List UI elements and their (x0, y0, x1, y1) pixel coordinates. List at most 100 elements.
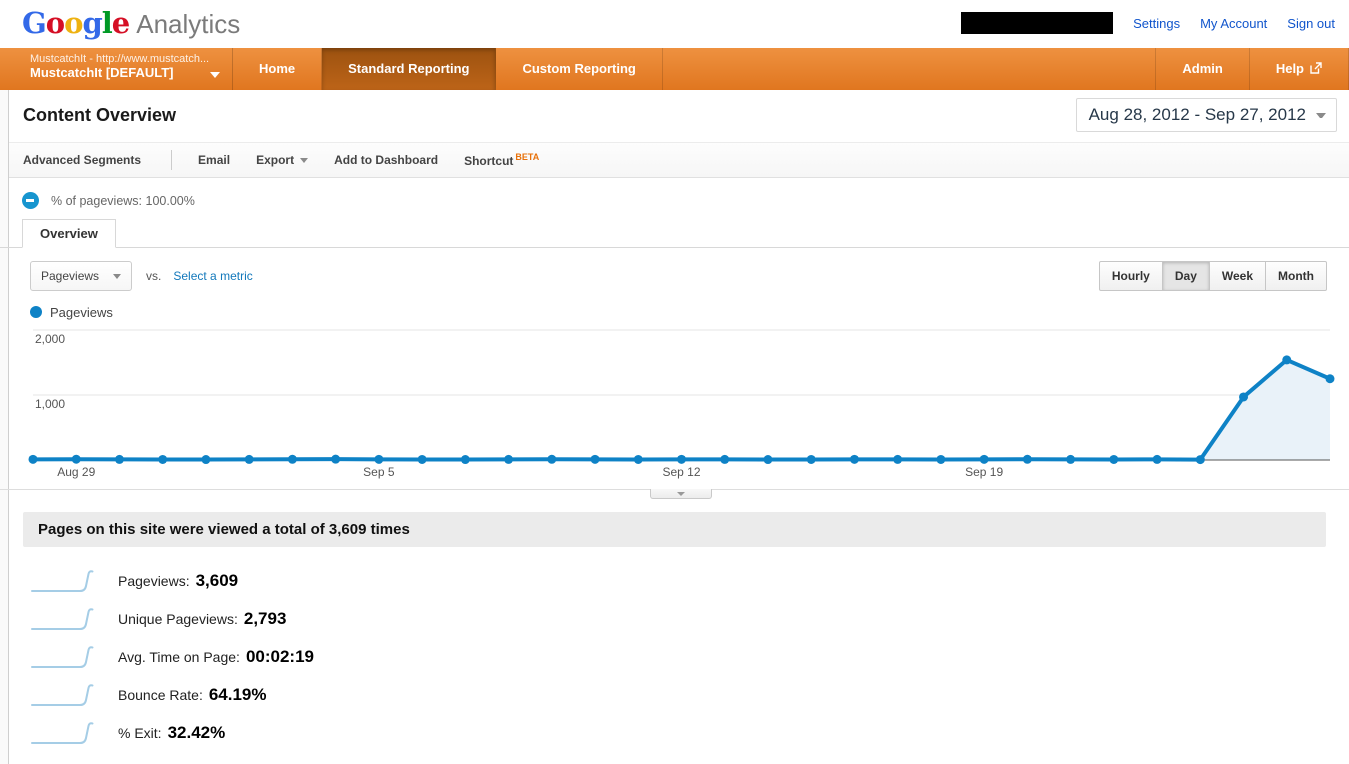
data-point[interactable] (1325, 374, 1335, 384)
shortcut-label: Shortcut (464, 154, 514, 168)
granularity-month-button[interactable]: Month (1265, 261, 1327, 291)
data-point[interactable] (1109, 454, 1119, 464)
metric-value: 3,609 (195, 571, 239, 590)
data-point[interactable] (374, 454, 384, 464)
data-point[interactable] (1022, 454, 1032, 464)
pageviews-chart[interactable]: 1,000 2,000 Aug 29 Sep 5 Sep 12 Sep 19 (0, 323, 1349, 489)
google-analytics-logo: Google Analytics (22, 6, 240, 40)
legend-dot-icon (30, 306, 42, 318)
granularity-week-button[interactable]: Week (1208, 261, 1267, 291)
google-logo-text: Google (22, 6, 130, 40)
metric-label: Pageviews: (118, 573, 190, 589)
y-axis-tick-label: 1,000 (35, 397, 65, 411)
date-range-selector[interactable]: Aug 28, 2012 - Sep 27, 2012 (1075, 98, 1337, 132)
tab-overview[interactable]: Overview (22, 219, 116, 248)
select-a-metric-link[interactable]: Select a metric (173, 269, 253, 283)
page-title: Content Overview (23, 105, 177, 125)
report-toolbar: Advanced Segments Email Export Add to Da… (0, 142, 1349, 178)
header-account-area: Settings My Account Sign out (961, 12, 1335, 34)
metric-value: 00:02:19 (245, 647, 314, 666)
export-button[interactable]: Export (256, 153, 309, 167)
data-point[interactable] (1282, 355, 1292, 365)
granularity-hourly-button[interactable]: Hourly (1098, 261, 1163, 291)
metric-label: % Exit: (118, 725, 162, 741)
metric-row-unique-pageviews: Unique Pageviews: 2,793 (30, 600, 1349, 638)
data-point[interactable] (893, 454, 903, 464)
data-point[interactable] (201, 455, 211, 465)
data-point[interactable] (1195, 455, 1205, 465)
advanced-segments-button[interactable]: Advanced Segments (23, 153, 142, 167)
logo-letter: G (22, 6, 47, 40)
data-point[interactable] (28, 454, 38, 464)
data-point[interactable] (460, 455, 470, 465)
data-point[interactable] (417, 454, 427, 464)
tab-help[interactable]: Help (1250, 48, 1349, 90)
data-point[interactable] (1066, 454, 1076, 464)
tab-admin[interactable]: Admin (1155, 48, 1250, 90)
segment-label: % of pageviews: 100.00% (51, 193, 195, 208)
logo-letter: o (64, 6, 83, 40)
y-axis-tick-label: 2,000 (35, 332, 65, 346)
shortcut-button[interactable]: Shortcut BETA (464, 152, 539, 168)
data-point[interactable] (849, 454, 859, 464)
external-link-icon (1310, 62, 1322, 74)
data-point[interactable] (547, 454, 557, 464)
chevron-down-icon (1316, 112, 1326, 118)
data-point[interactable] (936, 454, 946, 464)
metric-label: Bounce Rate: (118, 687, 203, 703)
metric-label: Avg. Time on Page: (118, 649, 240, 665)
metric-row-percent-exit: % Exit: 32.42% (30, 714, 1349, 752)
beta-badge: BETA (515, 152, 540, 162)
segment-pie-icon (22, 192, 39, 209)
data-point[interactable] (979, 454, 989, 464)
data-point[interactable] (720, 454, 730, 464)
data-point[interactable] (504, 454, 514, 464)
data-point[interactable] (114, 454, 124, 464)
chevron-down-icon (677, 491, 685, 496)
metric-label: Unique Pageviews: (118, 611, 238, 627)
pageviews-line (31, 357, 1332, 462)
logo-letter: o (45, 6, 65, 40)
data-point[interactable] (287, 454, 297, 464)
data-point[interactable] (633, 454, 643, 464)
help-label: Help (1275, 61, 1304, 76)
data-point[interactable] (1239, 392, 1249, 402)
data-point[interactable] (158, 454, 168, 464)
granularity-day-button[interactable]: Day (1161, 261, 1210, 291)
data-point[interactable] (331, 454, 341, 464)
annotations-expander[interactable] (650, 489, 712, 499)
account-selector[interactable]: MustcatchIt - http://www.mustcatch... Mu… (0, 48, 233, 90)
data-point[interactable] (244, 454, 254, 464)
date-range-text: Aug 28, 2012 - Sep 27, 2012 (1088, 105, 1306, 124)
settings-link[interactable]: Settings (1133, 15, 1181, 31)
sparkline-icon (31, 722, 94, 744)
metric-select-value: Pageviews (41, 269, 100, 283)
metric-select-dropdown[interactable]: Pageviews (30, 261, 133, 291)
logo-letter: g (82, 6, 102, 40)
vs-label: vs. (146, 269, 162, 283)
chevron-down-icon (300, 158, 309, 163)
x-axis-tick-label: Sep 19 (965, 465, 1003, 479)
sign-out-link[interactable]: Sign out (1287, 15, 1335, 31)
data-point[interactable] (590, 454, 600, 464)
data-point[interactable] (1152, 454, 1162, 464)
data-point[interactable] (71, 454, 81, 464)
collapsed-side-panel[interactable] (0, 90, 9, 764)
x-axis-tick-label: Sep 12 (662, 465, 700, 479)
tab-custom-reporting[interactable]: Custom Reporting (496, 48, 663, 90)
chart-footer-divider (0, 489, 1349, 500)
add-to-dashboard-button[interactable]: Add to Dashboard (334, 153, 439, 167)
granularity-button-group: Hourly Day Week Month (1098, 261, 1327, 291)
tab-home[interactable]: Home (233, 48, 323, 90)
legend-series-label: Pageviews (50, 304, 113, 320)
data-point[interactable] (763, 455, 773, 465)
email-button[interactable]: Email (198, 153, 231, 167)
redacted-account-email (961, 12, 1114, 34)
tab-standard-reporting[interactable]: Standard Reporting (322, 48, 497, 90)
data-point[interactable] (677, 454, 686, 464)
my-account-link[interactable]: My Account (1200, 15, 1268, 31)
metric-row-avg-time-on-page: Avg. Time on Page: 00:02:19 (30, 638, 1349, 676)
data-point[interactable] (806, 454, 816, 464)
account-property-url: MustcatchIt - http://www.mustcatch... (30, 53, 210, 65)
metric-value: 64.19% (208, 685, 267, 704)
